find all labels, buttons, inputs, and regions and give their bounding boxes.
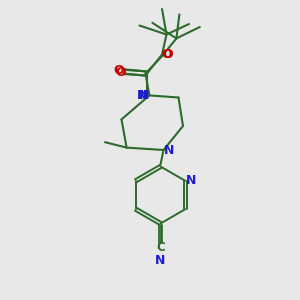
Text: O: O <box>113 64 124 77</box>
Text: N: N <box>139 89 149 102</box>
Text: O: O <box>115 65 126 79</box>
Text: N: N <box>185 174 196 187</box>
Text: N: N <box>155 254 166 267</box>
Text: O: O <box>162 48 173 61</box>
Text: N: N <box>137 89 147 102</box>
Text: O: O <box>161 48 172 61</box>
Text: C: C <box>156 241 165 254</box>
Text: N: N <box>164 143 174 157</box>
